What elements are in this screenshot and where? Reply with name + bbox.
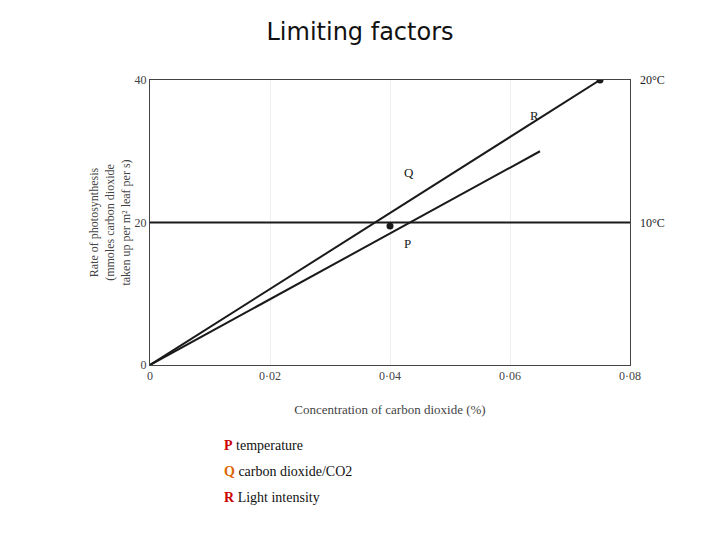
svg-text:40: 40 xyxy=(135,73,147,87)
svg-text:P: P xyxy=(404,236,411,251)
svg-text:Q: Q xyxy=(404,165,414,180)
svg-text:Q carbon dioxide/CO2: Q carbon dioxide/CO2 xyxy=(224,464,352,479)
svg-text:20°C: 20°C xyxy=(640,73,665,87)
svg-text:10°C: 10°C xyxy=(640,216,665,230)
svg-text:0·02: 0·02 xyxy=(259,369,281,383)
svg-text:R Light intensity: R Light intensity xyxy=(224,490,320,505)
svg-text:Rate of photosynthesis(mmoles: Rate of photosynthesis(mmoles carbon dio… xyxy=(87,159,132,285)
svg-text:Concentration of carbon dioxid: Concentration of carbon dioxide (%) xyxy=(294,402,485,417)
svg-text:0·04: 0·04 xyxy=(379,369,401,383)
svg-text:P temperature: P temperature xyxy=(224,438,303,453)
svg-text:0: 0 xyxy=(147,369,153,383)
svg-text:Limiting factors: Limiting factors xyxy=(266,18,453,46)
svg-text:0: 0 xyxy=(141,358,147,372)
svg-text:0·08: 0·08 xyxy=(619,369,641,383)
svg-text:R: R xyxy=(530,108,539,123)
svg-text:20: 20 xyxy=(135,216,147,230)
svg-text:0·06: 0·06 xyxy=(499,369,521,383)
